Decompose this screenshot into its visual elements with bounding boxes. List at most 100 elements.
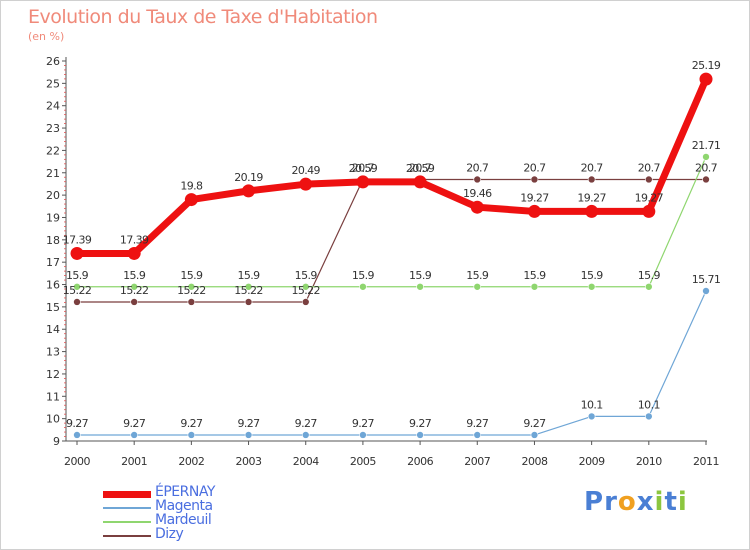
legend-item: Mardeuil [103,512,303,529]
data-label: 19.27 [577,191,606,204]
data-point [301,282,310,291]
y-tick-label: 15 [46,301,60,314]
data-label: 9.27 [123,417,146,430]
logo-letter: P [584,487,605,517]
y-tick-label: 19 [46,211,60,224]
data-point [530,175,539,184]
x-tick-label: 2005 [350,455,376,468]
data-point [130,298,138,306]
data-point [187,298,196,306]
data-label: 20.59 [406,162,435,175]
y-tick-label: 16 [46,279,60,292]
data-point [359,282,367,291]
data-point [587,282,596,291]
data-point [702,153,710,161]
y-tick-label: 22 [46,144,60,157]
y-tick-label: 12 [46,368,60,381]
data-point [527,204,541,218]
data-label: 15.9 [466,269,489,282]
y-tick-label: 9 [53,435,60,448]
y-tick-label: 17 [46,256,60,269]
data-label: 10.1 [581,398,603,411]
x-tick-label: 2009 [579,455,605,468]
legend-swatch [103,507,151,509]
data-point [699,72,713,86]
data-label: 19.8 [180,180,203,193]
logo-letter: i [654,487,665,517]
series-line-pernay [73,75,710,257]
x-tick-label: 2007 [464,455,490,468]
proxiti-logo: Proxiti [584,487,688,517]
y-tick-label: 23 [46,122,60,135]
data-label: 20.7 [352,161,375,174]
data-point [244,298,253,306]
x-tick-label: 2002 [178,455,204,468]
data-label: 20.7 [695,161,718,174]
data-point [416,431,424,439]
legend-label: Dizy [155,526,184,542]
data-label: 15.22 [291,284,320,297]
legend-label: Magenta [155,498,213,514]
data-label: 17.39 [63,233,92,246]
legend-swatch [103,490,151,498]
data-point [645,412,653,421]
x-tick-label: 2001 [121,455,147,468]
data-point [187,282,196,291]
data-label: 9.27 [523,417,546,430]
data-point [73,282,81,291]
legend-label: ÉPERNAY [155,484,215,500]
logo-letter: r [604,487,618,517]
data-point [530,282,539,291]
data-label: 9.27 [66,417,89,430]
y-tick-label: 25 [46,77,60,90]
data-point [702,287,710,295]
data-label: 15.22 [177,284,206,297]
legend-item: Dizy [103,526,303,543]
data-label: 9.27 [295,417,318,430]
data-point [301,298,310,306]
data-label: 15.9 [409,269,432,282]
data-point [416,282,424,291]
data-label: 20.7 [523,161,546,174]
data-label: 15.71 [692,273,721,286]
data-label: 20.7 [581,161,604,174]
legend-swatch [103,521,151,523]
y-tick-label: 24 [46,100,60,113]
legend-item: ÉPERNAY [103,484,303,501]
series-line-mardeuil [76,156,707,288]
data-label: 20.7 [409,161,432,174]
y-tick-label: 26 [46,55,60,68]
x-tick-label: 2003 [236,455,262,468]
data-point [244,282,253,291]
y-tick-label: 20 [46,189,60,202]
data-point [530,431,539,439]
data-point [587,412,596,421]
series-line-dizy [76,178,707,303]
data-label: 20.19 [234,171,263,184]
data-label: 9.27 [237,417,260,430]
data-label: 15.9 [523,269,546,282]
x-tick-label: 2011 [693,455,719,468]
data-label: 15.22 [234,284,263,297]
data-label: 9.27 [409,417,432,430]
data-point [645,175,653,184]
data-label: 15.9 [295,269,318,282]
data-point [356,175,370,189]
data-label: 19.27 [520,191,549,204]
data-label: 20.7 [638,161,661,174]
data-point [473,175,482,184]
x-tick-label: 2008 [521,455,547,468]
data-label: 15.9 [123,269,146,282]
data-point [130,431,138,439]
data-point [642,204,656,218]
data-point [184,193,198,207]
y-tick-label: 18 [46,234,60,247]
data-point [359,431,367,439]
logo-letter: o [617,487,637,517]
data-label: 21.71 [692,139,721,152]
data-point [70,246,84,260]
data-point [130,282,138,291]
